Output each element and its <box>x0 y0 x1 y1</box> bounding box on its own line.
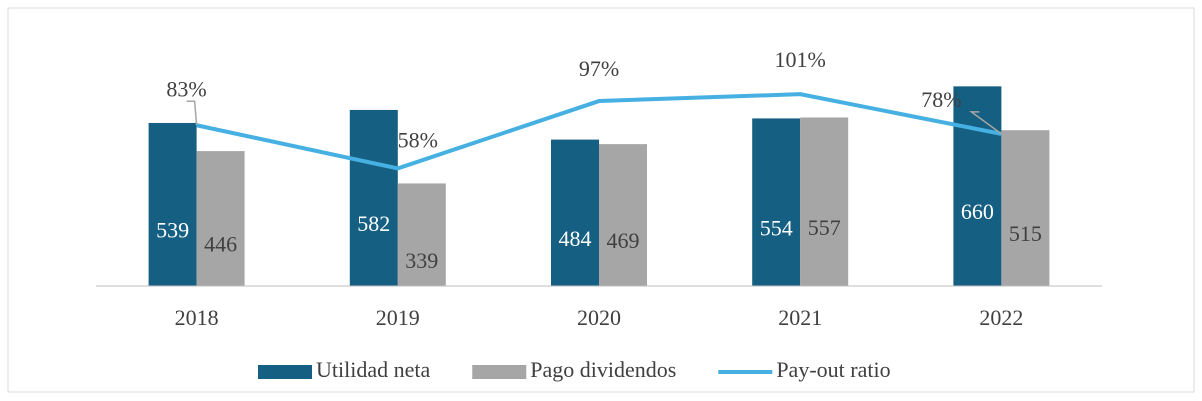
bar <box>599 144 647 286</box>
x-tick-label: 2019 <box>376 305 420 330</box>
bar <box>1001 130 1050 286</box>
bar-value-label: 469 <box>607 228 640 253</box>
line-value-label: 58% <box>398 128 438 153</box>
bar-value-label: 660 <box>961 199 994 224</box>
bar-value-label: 557 <box>808 215 841 240</box>
line-value-label: 83% <box>166 76 206 101</box>
legend-swatch <box>258 365 312 379</box>
bar <box>953 86 1002 286</box>
bar-value-label: 339 <box>405 248 438 273</box>
bar <box>800 117 849 286</box>
x-tick-label: 2022 <box>979 305 1023 330</box>
bar <box>397 183 446 286</box>
bar-value-label: 539 <box>156 218 189 243</box>
line-value-label: 78% <box>921 87 961 112</box>
leader-line <box>969 111 1002 135</box>
legend-swatch <box>472 365 527 379</box>
line-value-label: 101% <box>775 47 826 72</box>
x-tick-label: 2021 <box>778 305 822 330</box>
leader-line <box>186 100 198 126</box>
bar-value-label: 515 <box>1009 221 1042 246</box>
bar <box>752 118 801 286</box>
bar-value-label: 484 <box>559 226 592 251</box>
bar <box>551 139 599 286</box>
bar <box>148 122 197 286</box>
x-tick-label: 2020 <box>577 305 621 330</box>
bar <box>196 151 245 286</box>
legend-label: Utilidad neta <box>316 357 430 382</box>
bar-value-label: 582 <box>357 211 390 236</box>
line-series <box>196 92 1002 171</box>
bar-value-label: 554 <box>760 215 793 240</box>
bar <box>349 109 398 286</box>
legend-label: Pago dividendos <box>530 357 676 382</box>
bar-value-label: 446 <box>204 232 237 257</box>
legend-label: Pay-out ratio <box>776 357 890 382</box>
line-value-label: 97% <box>579 56 619 81</box>
x-tick-label: 2018 <box>175 305 219 330</box>
